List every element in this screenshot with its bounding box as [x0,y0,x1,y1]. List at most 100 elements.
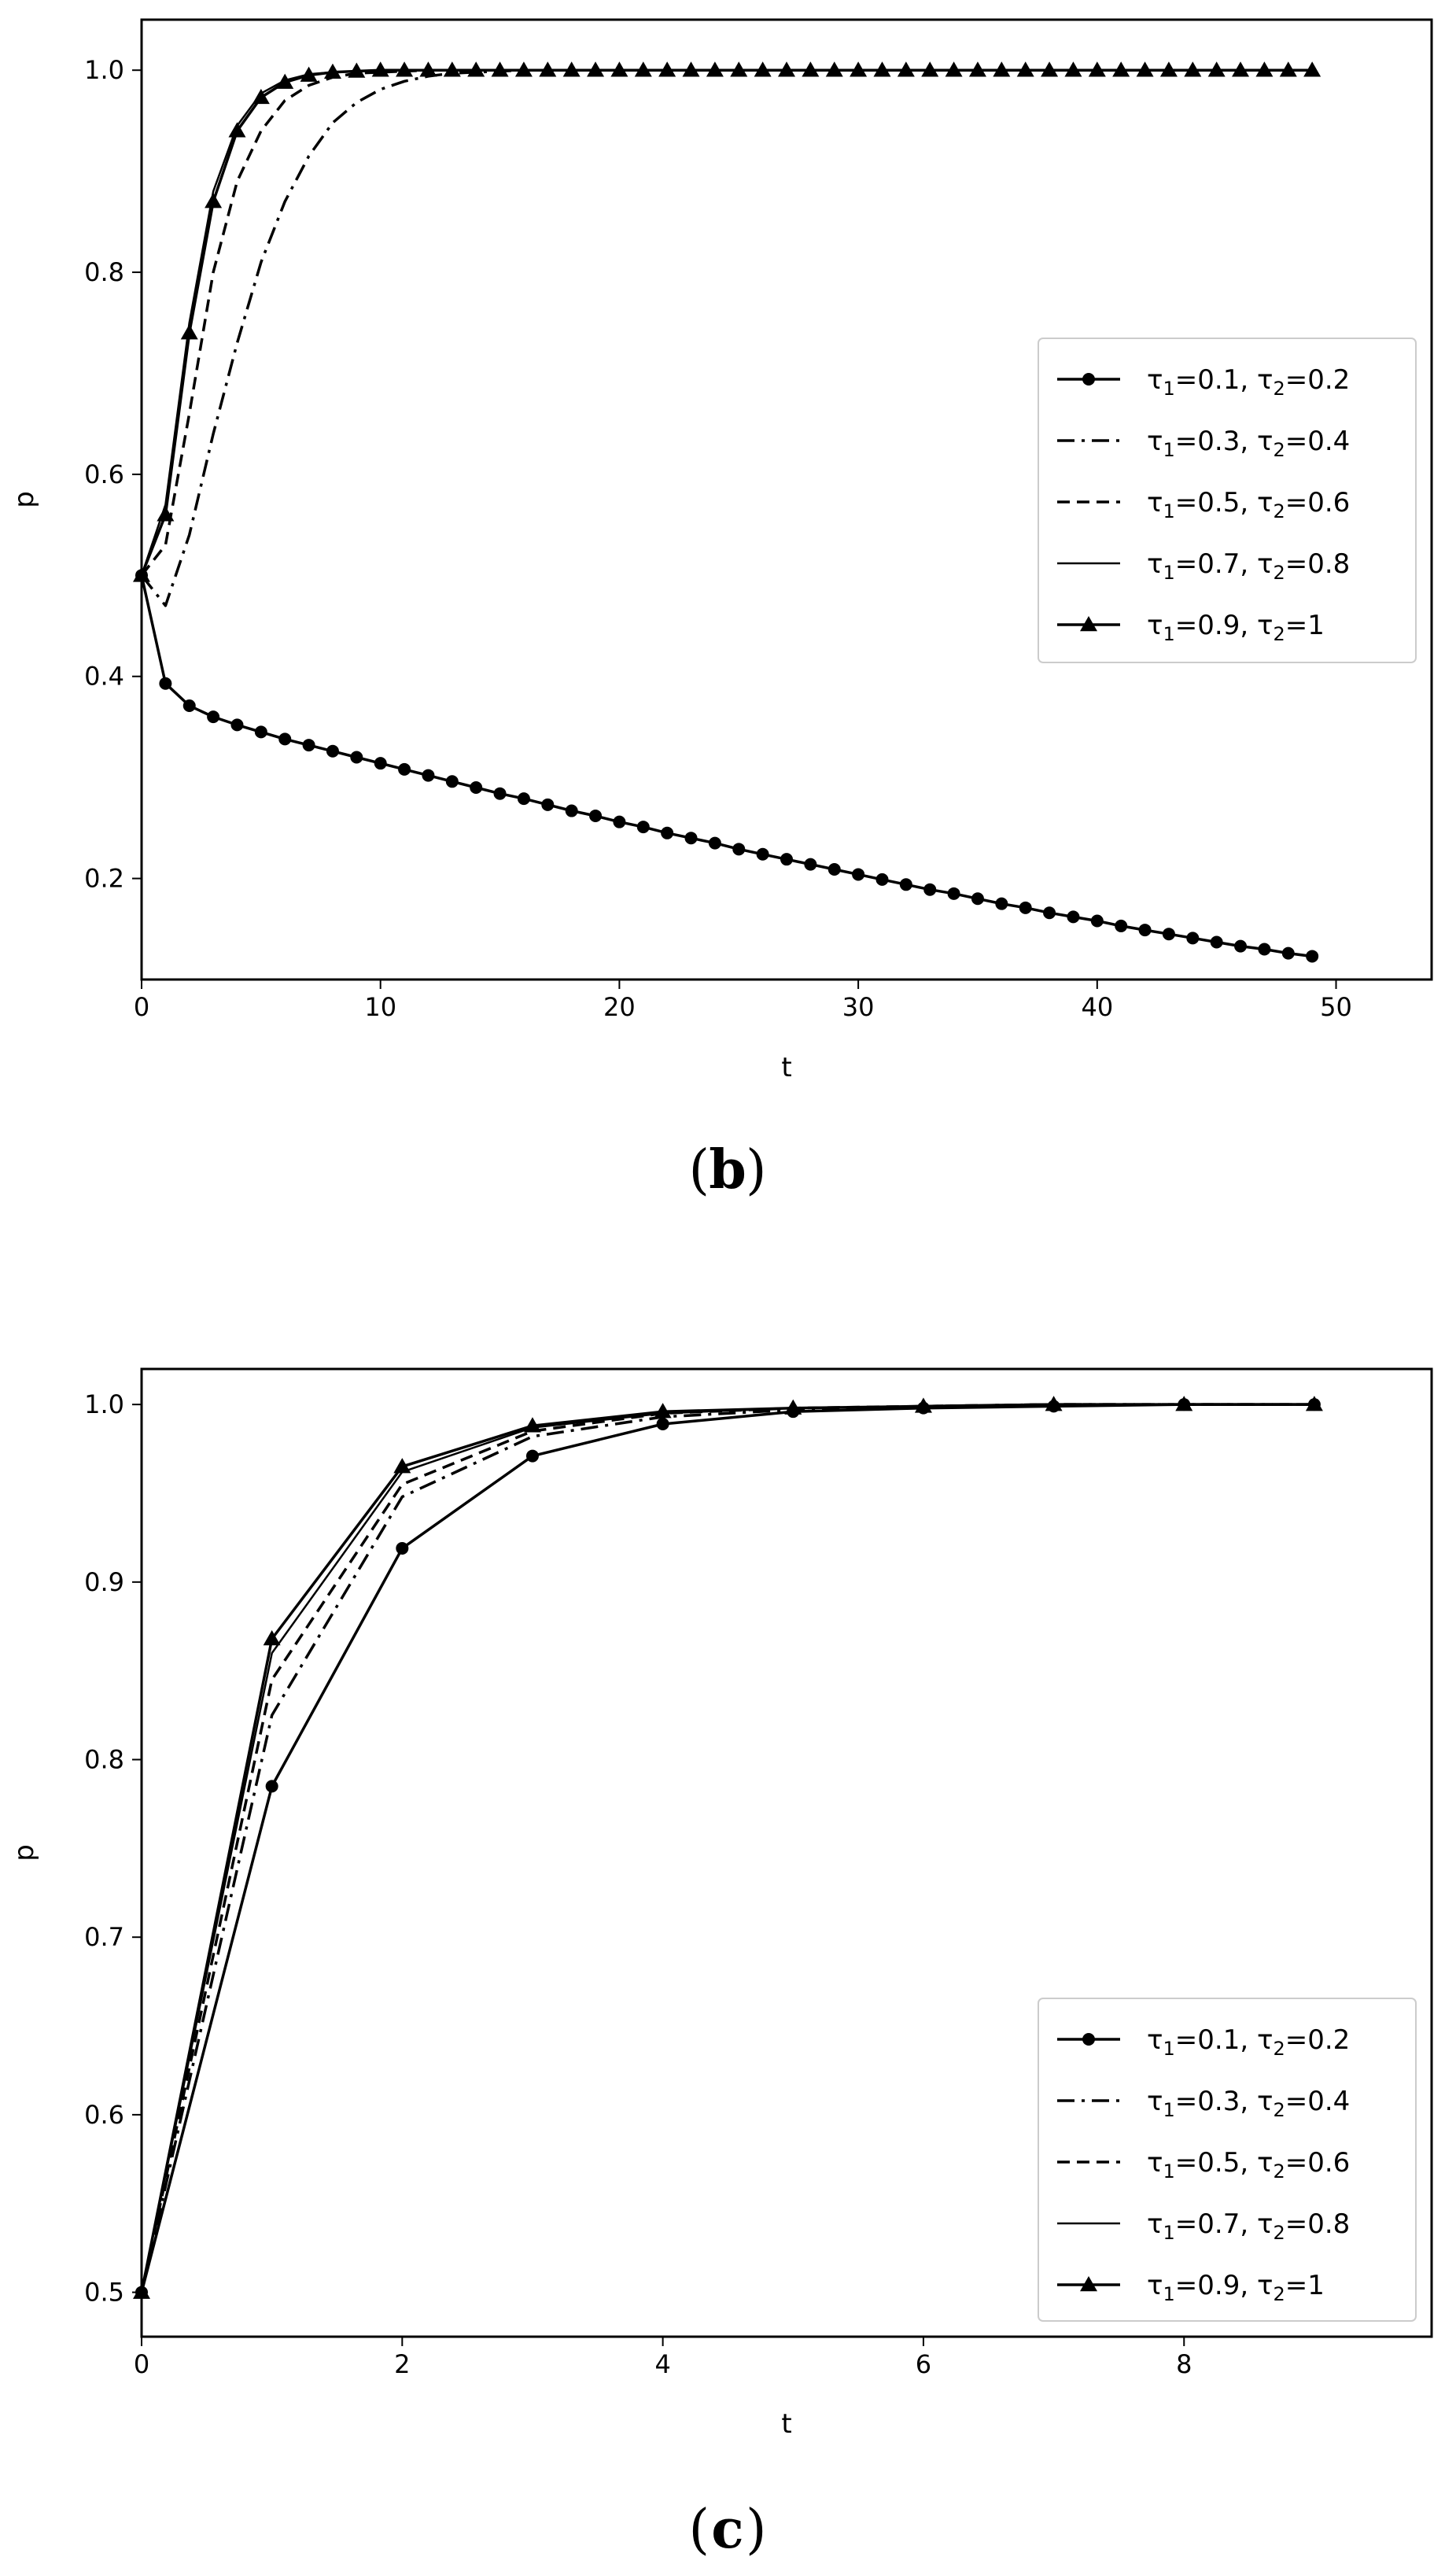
data-point [828,863,841,876]
data-point [1279,61,1297,77]
legend-entry: τ1=0.3, τ2=0.4 [1057,2086,1350,2121]
legend-entry: τ1=0.9, τ2=1 [1057,2270,1325,2305]
data-point [1175,1396,1193,1411]
data-point [1138,924,1152,937]
data-point [230,718,244,732]
data-point [133,566,150,582]
legend-box [1038,338,1417,663]
data-point [636,821,650,834]
data-point [923,883,937,896]
x-axis-ticks: 0 10 20 30 40 50 [134,980,1352,1022]
data-point [350,751,363,764]
data-point [467,61,485,77]
data-point [422,769,435,782]
data-point [228,122,246,138]
data-point [658,61,676,77]
data-point [254,725,267,739]
data-point [205,193,223,208]
data-point [968,61,986,77]
data-point [732,843,746,856]
x-tick-label: 6 [916,2349,931,2379]
data-point [180,324,198,340]
data-point [419,61,437,77]
data-point [470,781,483,794]
data-point [374,757,387,770]
data-point [682,61,700,77]
x-axis-label: t [781,2408,791,2440]
data-point [1303,61,1321,77]
data-point [850,61,868,77]
data-point [565,804,578,817]
legend-entry: τ1=0.1, τ2=0.2 [1057,364,1350,400]
series-group [133,1396,1323,2299]
data-point [493,787,507,800]
data-point [654,1403,672,1419]
data-point [995,897,1008,910]
y-tick-label: 0.8 [84,1745,124,1775]
caption-letter: b [709,1138,746,1201]
y-axis-ticks: 0.2 0.4 0.6 0.8 1.0 [84,55,142,894]
data-point [1041,61,1059,77]
data-point [396,1541,409,1555]
legend: τ1=0.1, τ2=0.2 τ1=0.3, τ2=0.4 τ1=0.5, τ2=0… [1038,1998,1417,2322]
data-point [873,61,891,77]
data-point [1019,901,1032,914]
legend-entry: τ1=0.5, τ2=0.6 [1057,487,1350,522]
data-point [1186,932,1200,945]
data-point [326,744,339,758]
data-point [348,62,366,78]
caption-close-paren: ) [746,1139,767,1201]
data-point [517,792,530,806]
data-point [899,878,912,891]
x-tick-label: 30 [842,992,875,1022]
caption-open-paren: ( [688,1139,710,1201]
chart-panel-b: 0 10 20 30 40 50 0.2 0.4 0.6 0.8 1.0 t p τ1=0.1, … [9,18,1433,1201]
x-tick-label: 0 [134,2349,149,2379]
data-point [1088,61,1106,77]
data-point [754,61,772,77]
data-point [1045,1396,1063,1411]
data-point [971,892,984,906]
panel-caption: ( c ) [688,2498,766,2561]
data-point [802,61,820,77]
y-tick-label: 0.7 [84,1922,124,1952]
legend-label: τ1=0.3, τ2=0.4 [1147,2086,1350,2121]
panel-caption: ( b ) [688,1138,766,1201]
y-tick-label: 0.8 [84,257,124,287]
data-point [263,1630,281,1646]
legend-label: τ1=0.7, τ2=0.8 [1147,548,1350,584]
data-point [1043,906,1056,920]
y-axis-label: p [9,1844,40,1861]
plot-frame [140,18,1433,981]
x-tick-label: 10 [364,992,396,1022]
data-point [1115,919,1128,932]
legend-marker [1080,2276,1097,2292]
y-tick-label: 0.6 [84,2100,124,2130]
data-point [1305,1396,1323,1411]
data-point [945,61,963,77]
legend-entry: τ1=0.9, τ2=1 [1057,610,1325,645]
data-point [613,815,626,828]
y-tick-label: 0.4 [84,662,124,692]
caption-close-paren: ) [746,2499,767,2561]
data-point [1136,61,1154,77]
data-point [276,73,294,89]
data-point [1258,943,1271,956]
data-point [1067,910,1080,924]
x-tick-label: 0 [134,992,149,1022]
legend-entry: τ1=0.3, τ2=0.4 [1057,426,1350,461]
data-point [610,61,628,77]
series-line [140,1403,1314,2293]
data-point [706,61,724,77]
data-point [562,61,581,77]
data-point [804,858,817,871]
caption-letter: c [711,2498,743,2561]
caption-open-paren: ( [688,2499,710,2561]
data-point [278,732,292,746]
legend-label: τ1=0.9, τ2=1 [1147,610,1325,645]
data-point [1090,914,1104,928]
data-point [589,809,603,822]
data-point [778,61,795,77]
data-point [1232,61,1250,77]
x-tick-label: 4 [654,2349,670,2379]
